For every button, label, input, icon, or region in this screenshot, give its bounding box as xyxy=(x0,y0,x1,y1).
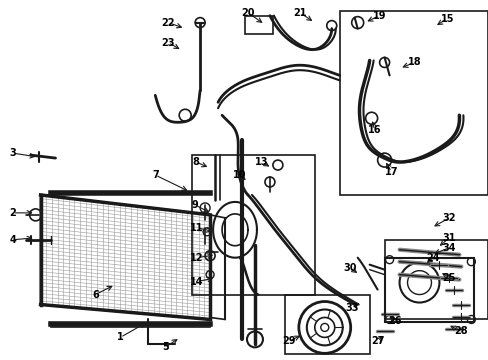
Bar xyxy=(285,294,369,354)
Bar xyxy=(339,11,488,195)
Text: 27: 27 xyxy=(370,336,384,346)
Text: 24: 24 xyxy=(426,253,439,263)
Text: 13: 13 xyxy=(255,157,268,167)
Text: 19: 19 xyxy=(372,11,386,21)
Text: 28: 28 xyxy=(454,327,467,336)
Text: 23: 23 xyxy=(161,37,175,48)
Text: 29: 29 xyxy=(282,336,295,346)
Text: 3: 3 xyxy=(9,148,16,158)
Bar xyxy=(384,258,473,323)
Text: 25: 25 xyxy=(442,273,455,283)
Text: 5: 5 xyxy=(162,342,168,352)
Bar xyxy=(384,240,488,319)
Text: 17: 17 xyxy=(384,167,398,177)
Text: 33: 33 xyxy=(344,302,358,312)
Text: 18: 18 xyxy=(407,58,421,67)
Text: 4: 4 xyxy=(9,235,16,245)
Text: 14: 14 xyxy=(190,276,203,287)
Text: 15: 15 xyxy=(440,14,453,24)
Text: 10: 10 xyxy=(233,170,246,180)
Text: 34: 34 xyxy=(442,243,455,253)
Text: 31: 31 xyxy=(442,233,455,243)
Text: 2: 2 xyxy=(9,208,16,218)
Bar xyxy=(192,155,314,294)
Text: 16: 16 xyxy=(367,125,381,135)
Text: 20: 20 xyxy=(241,8,254,18)
Text: 6: 6 xyxy=(92,289,99,300)
Text: 12: 12 xyxy=(190,253,203,263)
Text: 1: 1 xyxy=(117,332,123,342)
Text: 32: 32 xyxy=(442,213,455,223)
Text: 7: 7 xyxy=(152,170,158,180)
Text: 11: 11 xyxy=(190,223,203,233)
Bar xyxy=(244,15,272,33)
Text: 30: 30 xyxy=(342,263,356,273)
Text: 22: 22 xyxy=(161,18,175,28)
Text: 21: 21 xyxy=(292,8,306,18)
Text: 9: 9 xyxy=(191,200,198,210)
Text: 8: 8 xyxy=(192,157,199,167)
Text: 26: 26 xyxy=(387,316,401,327)
